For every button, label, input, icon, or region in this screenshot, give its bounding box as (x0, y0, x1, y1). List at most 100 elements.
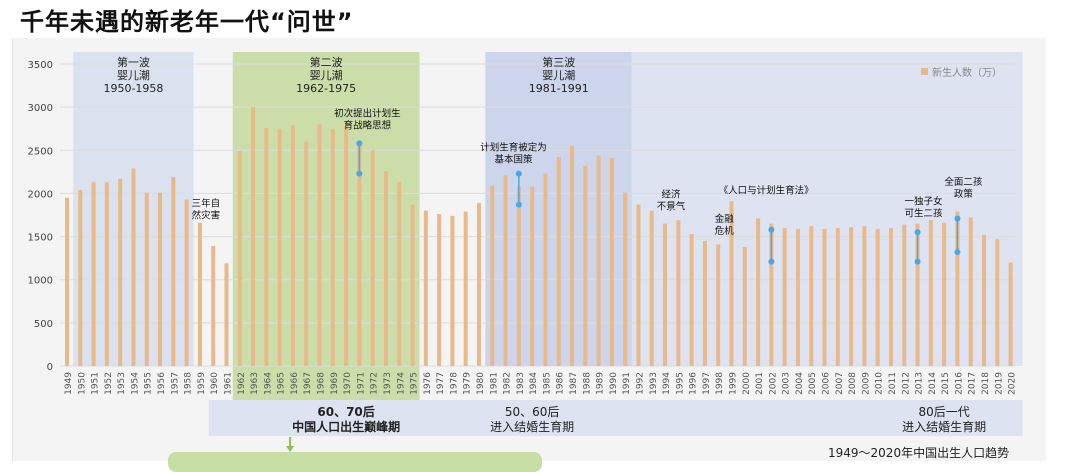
annotation-label: 可生二孩 (905, 208, 944, 220)
arrow-head (286, 446, 295, 452)
x-tick-label: 2005 (808, 372, 818, 395)
annotation-label: 危机 (715, 225, 735, 237)
bottom-label: 进入结婚生育期 (490, 419, 574, 434)
wave-label: 第三波 (542, 55, 575, 69)
y-tick-label: 1000 (28, 276, 53, 287)
bar (702, 240, 707, 366)
bar (583, 165, 588, 366)
bar (397, 182, 402, 366)
x-tick-label: 1986 (556, 372, 566, 395)
x-tick-label: 2018 (981, 372, 991, 395)
annotation-label: 不景气 (657, 201, 686, 213)
x-tick-label: 1991 (622, 372, 632, 395)
bar (78, 189, 83, 366)
x-tick-label: 1987 (569, 372, 579, 395)
x-tick-label: 1967 (303, 372, 313, 395)
annotation-label: 基本国策 (495, 153, 534, 165)
x-tick-label: 1961 (223, 372, 233, 395)
x-tick-label: 2001 (755, 372, 765, 395)
bar (131, 168, 136, 366)
bar (118, 178, 123, 366)
x-tick-label: 2006 (822, 372, 832, 395)
annotation-label: 一独子女 (905, 196, 943, 208)
bar (158, 192, 163, 366)
bar (277, 128, 282, 366)
x-tick-label: 1955 (144, 372, 154, 395)
x-tick-label: 1988 (582, 372, 592, 395)
wave-region (232, 52, 420, 400)
annotation-label: 全面二孩 (944, 176, 983, 188)
x-tick-label: 1982 (503, 372, 513, 395)
x-tick-label: 1990 (609, 372, 619, 395)
bar (290, 125, 295, 367)
marker-dot (768, 258, 775, 265)
x-tick-label: 1954 (130, 372, 140, 395)
x-tick-label: 1959 (197, 372, 207, 395)
bar (530, 186, 535, 366)
x-tick-label: 1996 (689, 372, 699, 395)
x-tick-label: 2009 (861, 372, 871, 395)
bar (928, 220, 933, 366)
x-tick-label: 1963 (250, 372, 260, 395)
bar (556, 157, 561, 366)
bar (463, 211, 468, 366)
x-tick-label: 1965 (277, 372, 287, 395)
bar (304, 141, 309, 366)
x-tick-label: 1953 (117, 372, 127, 395)
bar (91, 182, 96, 366)
x-tick-label: 1970 (343, 372, 353, 395)
chart-caption: 1949～2020年中国出生人口趋势 (828, 446, 1010, 460)
bar (982, 234, 987, 366)
bar (410, 204, 415, 366)
x-tick-label: 1957 (170, 372, 180, 395)
x-tick-label: 1972 (370, 372, 380, 395)
bottom-label: 80后一代 (918, 405, 969, 419)
bar (383, 170, 388, 366)
x-tick-label: 1979 (463, 372, 473, 395)
bar (357, 141, 362, 366)
bar (224, 263, 229, 366)
marker-dot (954, 249, 961, 256)
x-tick-label: 2002 (768, 372, 778, 395)
x-tick-label: 2020 (1008, 372, 1018, 395)
annotation-label: 初次提出计划生 (334, 108, 401, 120)
y-tick-label: 1500 (28, 233, 53, 244)
x-tick-label: 1966 (290, 372, 300, 395)
wave-label: 婴儿潮 (542, 68, 575, 82)
legend-label: 新生人数（万） (932, 66, 1002, 79)
x-tick-label: 1956 (157, 372, 167, 395)
wave-label: 婴儿潮 (310, 68, 343, 82)
annotation-label: 育战略思想 (344, 120, 392, 132)
bar (822, 228, 827, 366)
x-tick-label: 1997 (702, 372, 712, 395)
x-tick-label: 2003 (782, 372, 792, 395)
wave-label: 1981-1991 (529, 82, 589, 95)
annotation-label: 三年自 (192, 197, 221, 209)
marker-dot (914, 229, 921, 236)
page-title: 千年未遇的新老年一代“问世” (20, 8, 354, 36)
marker-dot (768, 226, 775, 233)
bar (344, 126, 349, 366)
legend-swatch (921, 68, 928, 75)
bar (516, 186, 521, 366)
bar (729, 201, 734, 366)
bar (649, 210, 654, 366)
bar (197, 222, 202, 366)
bar (490, 185, 495, 366)
bar (317, 124, 322, 367)
x-tick-label: 2011 (888, 372, 898, 395)
annotation-label: 然灾害 (192, 209, 221, 221)
bar (65, 197, 69, 366)
x-tick-label: 1952 (104, 372, 114, 395)
bar (184, 199, 189, 366)
bar (955, 211, 960, 366)
x-tick-label: 1971 (356, 372, 366, 395)
y-tick-label: 2000 (28, 189, 53, 200)
bar (995, 239, 1000, 366)
bar (211, 246, 216, 366)
bar (676, 220, 681, 366)
bar (543, 173, 548, 366)
x-tick-label: 2013 (915, 372, 925, 395)
bar (104, 182, 109, 366)
x-tick-label: 1964 (263, 372, 273, 395)
